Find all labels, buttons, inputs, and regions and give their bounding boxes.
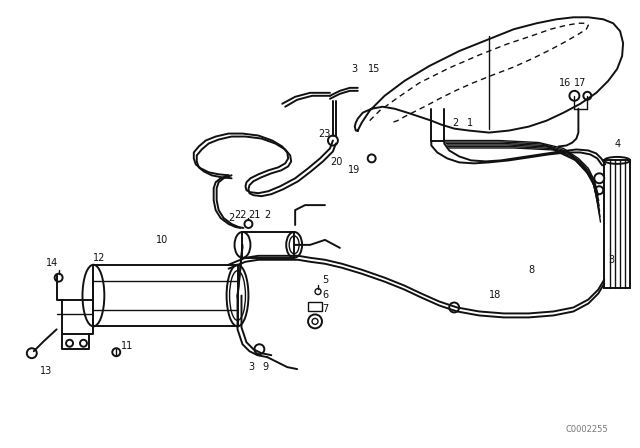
Text: 22: 22: [234, 210, 247, 220]
Text: 20: 20: [330, 157, 342, 168]
Text: 19: 19: [348, 165, 360, 175]
Text: 6: 6: [322, 289, 328, 300]
Text: 2: 2: [264, 210, 271, 220]
Text: 3: 3: [248, 362, 255, 372]
Circle shape: [595, 173, 604, 183]
Circle shape: [308, 314, 322, 328]
Text: 3: 3: [352, 64, 358, 74]
Text: 1: 1: [467, 118, 473, 128]
Circle shape: [328, 136, 338, 146]
Text: 13: 13: [40, 366, 52, 376]
Text: 5: 5: [322, 275, 328, 284]
Text: 14: 14: [45, 258, 58, 268]
Text: 3: 3: [608, 255, 614, 265]
Circle shape: [27, 348, 36, 358]
Circle shape: [112, 348, 120, 356]
Circle shape: [315, 289, 321, 294]
Text: 10: 10: [156, 235, 168, 245]
Text: 9: 9: [262, 362, 269, 372]
Circle shape: [80, 340, 87, 347]
Text: 23: 23: [318, 129, 330, 138]
Text: 4: 4: [614, 138, 620, 148]
Circle shape: [583, 92, 591, 100]
Circle shape: [244, 220, 252, 228]
Text: 16: 16: [559, 78, 571, 88]
Text: 18: 18: [489, 289, 501, 300]
Circle shape: [570, 91, 579, 101]
Circle shape: [449, 302, 459, 312]
Text: 21: 21: [248, 210, 261, 220]
Text: 12: 12: [93, 253, 106, 263]
Circle shape: [255, 344, 264, 354]
Text: 17: 17: [575, 78, 587, 88]
Circle shape: [312, 319, 318, 324]
Text: 2: 2: [452, 118, 458, 128]
Text: 2: 2: [228, 213, 235, 223]
Text: 15: 15: [368, 64, 380, 74]
Text: 8: 8: [529, 265, 535, 275]
Circle shape: [66, 340, 73, 347]
Text: 11: 11: [121, 341, 134, 351]
Text: 7: 7: [322, 305, 328, 314]
Text: C0002255: C0002255: [566, 425, 608, 434]
Circle shape: [54, 274, 63, 282]
Circle shape: [368, 155, 376, 162]
Circle shape: [595, 186, 604, 194]
